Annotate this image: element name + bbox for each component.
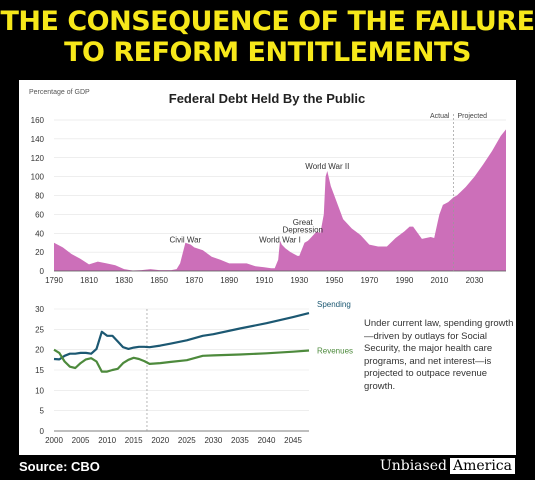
debt-y-tick-label: 40 <box>35 229 44 238</box>
debt-y-tick-label: 20 <box>35 248 44 257</box>
budget-x-tick-label: 2005 <box>72 436 90 445</box>
actual-label: Actual <box>430 113 450 120</box>
debt-x-tick-label: 2030 <box>466 276 484 285</box>
debt-y-tick-label: 100 <box>31 173 45 182</box>
revenues-legend-label: Revenues <box>317 346 353 355</box>
budget-x-tick-label: 2015 <box>125 436 143 445</box>
source-label: Source: CBO <box>19 459 100 474</box>
debt-area <box>54 129 506 271</box>
debt-x-tick-label: 1850 <box>150 276 168 285</box>
budget-x-tick-label: 2045 <box>284 436 302 445</box>
chart-panel: Percentage of GDP Federal Debt Held By th… <box>19 80 516 455</box>
budget-y-tick-label: 25 <box>35 325 44 334</box>
debt-x-tick-label: 1970 <box>360 276 378 285</box>
brand-logo: Unbiased America <box>380 458 515 474</box>
revenues-line <box>53 348 310 373</box>
budget-x-tick-label: 2040 <box>258 436 276 445</box>
spending-line <box>53 312 310 361</box>
budget-x-tick-label: 2030 <box>204 436 222 445</box>
debt-x-tick-label: 1870 <box>185 276 203 285</box>
debt-y-tick-label: 80 <box>35 192 44 201</box>
debt-y-tick-label: 60 <box>35 210 44 219</box>
budget-y-tick-label: 10 <box>35 386 44 395</box>
debt-x-tick-label: 1830 <box>115 276 133 285</box>
debt-x-tick-label: 1910 <box>255 276 273 285</box>
debt-x-tick-label: 1950 <box>325 276 343 285</box>
budget-y-tick-label: 20 <box>35 346 44 355</box>
budget-x-tick-label: 2025 <box>178 436 196 445</box>
headline-line-2: TO REFORM ENTITLEMENTS <box>64 37 471 68</box>
budget-y-tick-label: 15 <box>35 366 44 375</box>
budget-x-tick-label: 2010 <box>98 436 116 445</box>
debt-ylabel: Percentage of GDP <box>29 89 90 96</box>
debt-annotation: Great <box>293 218 314 227</box>
debt-x-tick-label: 1930 <box>290 276 308 285</box>
debt-x-tick-label: 1990 <box>395 276 413 285</box>
debt-x-tick-label: 1810 <box>80 276 98 285</box>
debt-annotation: World War I <box>259 236 301 245</box>
debt-y-tick-label: 160 <box>31 116 45 125</box>
debt-y-tick-label: 0 <box>40 267 45 276</box>
headline-line-1: THE CONSEQUENCE OF THE FAILURE <box>0 6 535 37</box>
debt-annotation: Depression <box>283 225 323 234</box>
budget-x-tick-label: 2020 <box>151 436 169 445</box>
budget-y-tick-label: 30 <box>35 305 44 314</box>
debt-x-tick-label: 2010 <box>431 276 449 285</box>
budget-y-tick-label: 0 <box>40 427 45 436</box>
debt-x-tick-label: 1890 <box>220 276 238 285</box>
spending-legend-label: Spending <box>317 300 351 309</box>
brand-word-america: America <box>449 458 515 474</box>
debt-y-tick-label: 140 <box>31 135 45 144</box>
debt-annotation: World War II <box>305 162 349 171</box>
brand-word-unbiased: Unbiased <box>379 458 447 474</box>
budget-note: Under current law, spending growth—drive… <box>364 318 514 392</box>
budget-x-tick-label: 2035 <box>231 436 249 445</box>
debt-annotation: Civil War <box>170 236 202 245</box>
debt-chart: Percentage of GDP Federal Debt Held By th… <box>29 89 506 285</box>
projected-label: Projected <box>457 113 487 120</box>
debt-y-tick-label: 120 <box>31 154 45 163</box>
budget-y-tick-label: 5 <box>40 407 45 416</box>
budget-x-tick-label: 2000 <box>45 436 63 445</box>
charts-svg: Percentage of GDP Federal Debt Held By th… <box>29 89 506 445</box>
debt-x-tick-label: 1790 <box>45 276 63 285</box>
debt-title: Federal Debt Held By the Public <box>169 91 366 106</box>
